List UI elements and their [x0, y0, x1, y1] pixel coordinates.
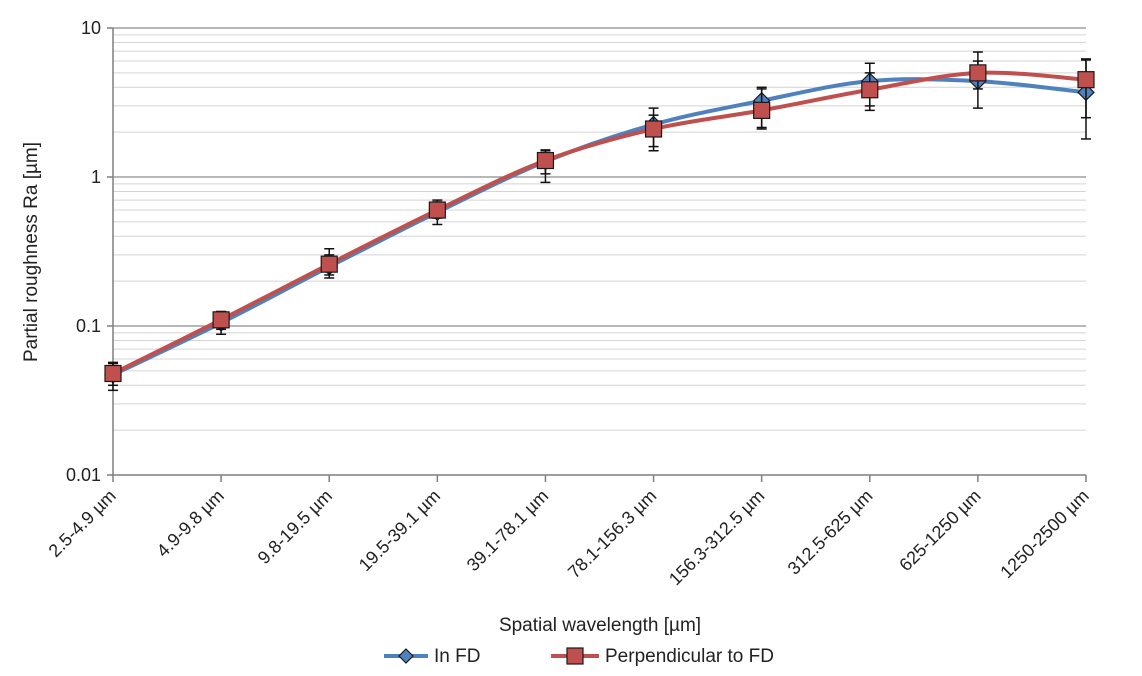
x-tick-label: 78.1-156.3 µm	[564, 486, 660, 582]
x-tick-label: 625-1250 µm	[895, 486, 984, 575]
data-point	[969, 64, 987, 82]
y-axis-title: Partial roughness Ra [µm]	[21, 142, 42, 362]
x-tick-label: 9.8-19.5 µm	[254, 486, 336, 568]
x-tick-label: 39.1-78.1 µm	[463, 486, 552, 575]
data-point	[1077, 71, 1095, 89]
y-tick-label: 1	[91, 167, 101, 187]
data-point	[428, 201, 446, 219]
data-point	[753, 101, 771, 119]
series-layer	[104, 51, 1095, 392]
x-tick-label: 4.9-9.8 µm	[153, 486, 228, 561]
y-tick-label: 10	[81, 18, 101, 38]
series-perpendicular-to-fd	[104, 51, 1095, 387]
legend-marker-in-fd	[398, 648, 414, 664]
axes	[107, 27, 1087, 482]
legend-item-in-fd: In FD	[384, 646, 480, 667]
legend-item-perpendicular-to-fd: Perpendicular to FD	[551, 646, 774, 667]
data-point	[104, 364, 122, 383]
legend-label-perpendicular-to-fd: Perpendicular to FD	[605, 646, 774, 667]
x-axis-title: Spatial wavelength [µm]	[499, 615, 701, 636]
series-line	[112, 77, 1087, 377]
x-tick-labels: 2.5-4.9 µm 4.9-9.8 µm 9.8-19.5 µm 19.5-39.1…	[45, 486, 1093, 590]
data-point	[536, 151, 555, 170]
data-point	[644, 120, 663, 138]
legend: In FD Perpendicular to FD	[384, 646, 774, 667]
y-tick-labels: 0.01 0.1 1 10	[66, 18, 101, 485]
y-tick-label: 0.1	[76, 316, 101, 336]
x-tick-label: 312.5-625 µm	[784, 486, 877, 579]
data-point	[212, 311, 230, 329]
x-tick-label: 19.5-39.1 µm	[355, 486, 444, 575]
legend-label-in-fd: In FD	[434, 646, 480, 667]
x-tick-label: 2.5-4.9 µm	[45, 486, 120, 561]
series-line	[112, 70, 1087, 376]
y-tick-label: 0.01	[66, 465, 101, 485]
x-tick-label: 1250-2500 µm	[996, 486, 1092, 582]
x-tick-label: 156.3-312.5 µm	[665, 486, 769, 590]
data-point	[320, 255, 338, 273]
grid	[113, 27, 1086, 431]
data-point	[861, 81, 879, 99]
legend-marker-perpendicular-to-fd	[566, 647, 584, 665]
